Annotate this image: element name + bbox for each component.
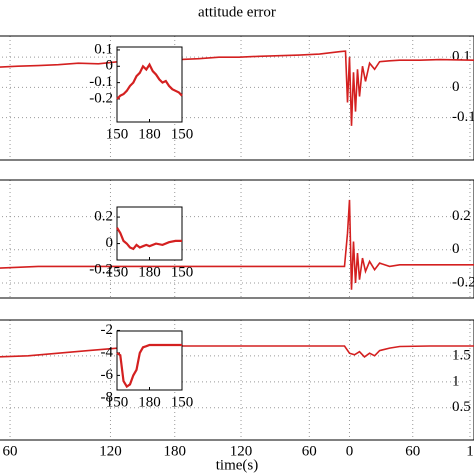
inset-frame: [116, 206, 183, 261]
inset-frame: [116, 46, 183, 123]
x-axis-label: time(s): [216, 457, 259, 473]
data-line: [0, 50, 474, 126]
x-tick-label: 120: [230, 443, 253, 459]
inset-x-tick-label: 150: [106, 126, 129, 142]
y-tick-label: -0.1: [452, 109, 474, 125]
chart-title: attitude error: [198, 4, 276, 20]
inset-y-tick-label: -0.2: [89, 262, 113, 278]
inset-y-tick-label: -8: [101, 389, 114, 405]
y-tick-label: 0.1: [452, 49, 471, 65]
inset-y-tick-label: -0.2: [89, 90, 113, 106]
data-line: [0, 199, 474, 290]
inset-x-tick-label: 150: [106, 264, 129, 280]
x-tick-label: 180: [163, 443, 186, 459]
y-tick-label: 0: [452, 79, 460, 95]
inset-x-tick-label: 150: [171, 394, 194, 410]
inset-y-tick-label: -6: [101, 367, 114, 383]
inset-y-tick-label: -0.1: [89, 74, 113, 90]
y-tick-label: 1: [452, 373, 460, 389]
inset-line: [116, 62, 183, 100]
inset-y-tick-label: 0: [106, 58, 114, 74]
inset-x-tick-label: 150: [171, 126, 194, 142]
inset-x-tick-label: 150: [171, 264, 194, 280]
inset-y-tick-label: -4: [101, 344, 114, 360]
inset-line: [116, 227, 182, 251]
inset-y-tick-label: -2: [101, 322, 114, 338]
x-tick-label: 120: [99, 443, 122, 459]
y-tick-label: -0.2: [452, 274, 474, 290]
y-tick-label: 1.5: [452, 347, 471, 363]
axes-frame: [0, 35, 474, 161]
y-tick-label: 0.2: [452, 208, 471, 224]
inset-x-tick-label: 150: [106, 394, 129, 410]
y-tick-label: 0.5: [452, 399, 471, 415]
x-tick-label: 60: [302, 443, 317, 459]
inset-line: [116, 343, 182, 389]
inset-x-tick-label: 180: [138, 264, 161, 280]
inset-y-tick-label: 0: [106, 235, 114, 251]
inset-frame: [116, 330, 183, 391]
axes-frame: [0, 179, 474, 299]
inset-x-tick-label: 180: [138, 394, 161, 410]
y-tick-label: 0: [452, 241, 460, 257]
axes-frame: [0, 319, 474, 441]
inset-x-tick-label: 180: [138, 126, 161, 142]
x-tick-label: 1: [466, 443, 474, 459]
x-tick-label: 0: [346, 443, 354, 459]
inset-y-tick-label: 0.1: [94, 41, 113, 57]
inset-y-tick-label: 0.2: [94, 209, 113, 225]
x-tick-label: 60: [405, 443, 420, 459]
x-tick-label: 60: [3, 443, 18, 459]
data-line: [0, 345, 474, 358]
